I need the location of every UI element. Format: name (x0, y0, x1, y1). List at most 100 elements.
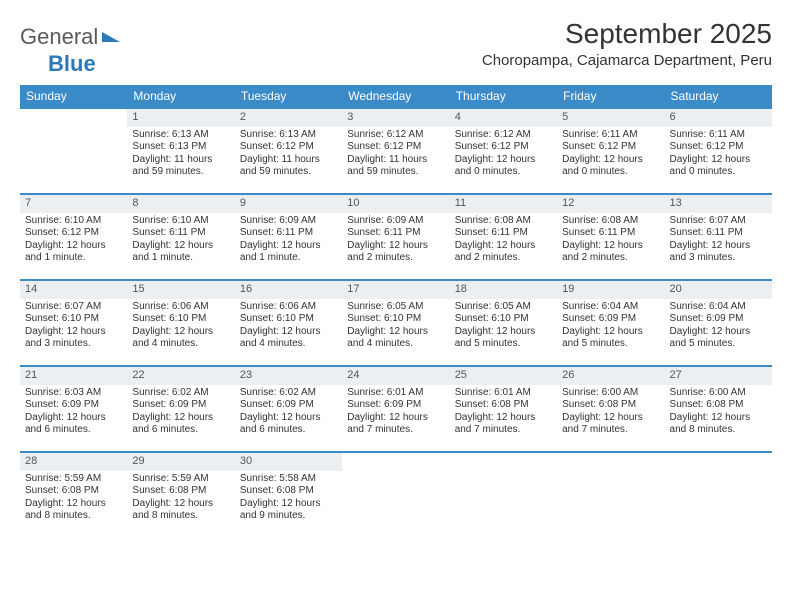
daylight-line: Daylight: 12 hours and 1 minute. (240, 240, 337, 265)
day-header: Wednesday (342, 85, 449, 108)
calendar-cell: 26Sunrise: 6:00 AMSunset: 6:08 PMDayligh… (557, 366, 664, 452)
day-number: 22 (127, 367, 234, 385)
daylight-line: Daylight: 12 hours and 8 minutes. (670, 412, 767, 437)
calendar-cell: 27Sunrise: 6:00 AMSunset: 6:08 PMDayligh… (665, 366, 772, 452)
daylight-line: Daylight: 12 hours and 5 minutes. (455, 326, 552, 351)
day-body: Sunrise: 6:01 AMSunset: 6:08 PMDaylight:… (450, 385, 557, 441)
day-number: 29 (127, 453, 234, 471)
sunrise-line: Sunrise: 6:07 AM (25, 301, 122, 314)
day-body: Sunrise: 6:05 AMSunset: 6:10 PMDaylight:… (342, 299, 449, 355)
day-number: 14 (20, 281, 127, 299)
calendar-cell (557, 452, 664, 538)
sunrise-line: Sunrise: 6:03 AM (25, 387, 122, 400)
sunset-line: Sunset: 6:11 PM (670, 227, 767, 240)
sunrise-line: Sunrise: 6:11 AM (562, 129, 659, 142)
day-number: 6 (665, 109, 772, 127)
sunset-line: Sunset: 6:13 PM (132, 141, 229, 154)
sunrise-line: Sunrise: 6:08 AM (455, 215, 552, 228)
sunset-line: Sunset: 6:09 PM (240, 399, 337, 412)
sunrise-line: Sunrise: 6:02 AM (240, 387, 337, 400)
calendar-cell: 20Sunrise: 6:04 AMSunset: 6:09 PMDayligh… (665, 280, 772, 366)
day-number: 4 (450, 109, 557, 127)
sunrise-line: Sunrise: 6:06 AM (240, 301, 337, 314)
calendar-cell: 6Sunrise: 6:11 AMSunset: 6:12 PMDaylight… (665, 108, 772, 194)
calendar-cell: 17Sunrise: 6:05 AMSunset: 6:10 PMDayligh… (342, 280, 449, 366)
sunrise-line: Sunrise: 6:12 AM (455, 129, 552, 142)
calendar-cell: 21Sunrise: 6:03 AMSunset: 6:09 PMDayligh… (20, 366, 127, 452)
daylight-line: Daylight: 12 hours and 2 minutes. (455, 240, 552, 265)
day-header: Monday (127, 85, 234, 108)
sunset-line: Sunset: 6:08 PM (240, 485, 337, 498)
sunset-line: Sunset: 6:11 PM (562, 227, 659, 240)
day-header: Sunday (20, 85, 127, 108)
sunset-line: Sunset: 6:11 PM (347, 227, 444, 240)
calendar-cell: 14Sunrise: 6:07 AMSunset: 6:10 PMDayligh… (20, 280, 127, 366)
daylight-line: Daylight: 12 hours and 7 minutes. (455, 412, 552, 437)
daylight-line: Daylight: 12 hours and 6 minutes. (132, 412, 229, 437)
sunrise-line: Sunrise: 6:04 AM (562, 301, 659, 314)
day-body: Sunrise: 6:01 AMSunset: 6:09 PMDaylight:… (342, 385, 449, 441)
sunrise-line: Sunrise: 5:58 AM (240, 473, 337, 486)
sunset-line: Sunset: 6:08 PM (25, 485, 122, 498)
day-header: Thursday (450, 85, 557, 108)
calendar-cell: 9Sunrise: 6:09 AMSunset: 6:11 PMDaylight… (235, 194, 342, 280)
title-block: September 2025 Choropampa, Cajamarca Dep… (482, 18, 772, 69)
day-number: 15 (127, 281, 234, 299)
day-body: Sunrise: 6:11 AMSunset: 6:12 PMDaylight:… (665, 127, 772, 183)
daylight-line: Daylight: 12 hours and 8 minutes. (25, 498, 122, 523)
day-number: 5 (557, 109, 664, 127)
day-number: 11 (450, 195, 557, 213)
sunset-line: Sunset: 6:08 PM (670, 399, 767, 412)
daylight-line: Daylight: 12 hours and 1 minute. (132, 240, 229, 265)
calendar-cell (342, 452, 449, 538)
day-number: 25 (450, 367, 557, 385)
daylight-line: Daylight: 12 hours and 3 minutes. (670, 240, 767, 265)
sunrise-line: Sunrise: 6:02 AM (132, 387, 229, 400)
daylight-line: Daylight: 12 hours and 9 minutes. (240, 498, 337, 523)
day-number: 17 (342, 281, 449, 299)
calendar-week-row: 14Sunrise: 6:07 AMSunset: 6:10 PMDayligh… (20, 280, 772, 366)
calendar-week-row: 28Sunrise: 5:59 AMSunset: 6:08 PMDayligh… (20, 452, 772, 538)
sunrise-line: Sunrise: 6:09 AM (240, 215, 337, 228)
sunset-line: Sunset: 6:12 PM (455, 141, 552, 154)
daylight-line: Daylight: 12 hours and 7 minutes. (562, 412, 659, 437)
calendar-cell: 22 Sunrise: 6:02 AMSunset: 6:09 PMDayligh… (127, 366, 234, 452)
daylight-line: Daylight: 12 hours and 1 minute. (25, 240, 122, 265)
daylight-line: Daylight: 12 hours and 6 minutes. (25, 412, 122, 437)
day-body: Sunrise: 6:04 AMSunset: 6:09 PMDaylight:… (665, 299, 772, 355)
day-body: Sunrise: 6:06 AMSunset: 6:10 PMDaylight:… (127, 299, 234, 355)
daylight-line: Daylight: 12 hours and 7 minutes. (347, 412, 444, 437)
calendar-cell: 15Sunrise: 6:06 AMSunset: 6:10 PMDayligh… (127, 280, 234, 366)
sunset-line: Sunset: 6:09 PM (132, 399, 229, 412)
logo-text-1: General (20, 24, 98, 50)
calendar-cell: 11Sunrise: 6:08 AMSunset: 6:11 PMDayligh… (450, 194, 557, 280)
logo: General (20, 18, 122, 50)
sunset-line: Sunset: 6:10 PM (347, 313, 444, 326)
sunset-line: Sunset: 6:12 PM (670, 141, 767, 154)
page-title: September 2025 (482, 18, 772, 50)
sunset-line: Sunset: 6:10 PM (25, 313, 122, 326)
day-header: Tuesday (235, 85, 342, 108)
day-body: Sunrise: 6:07 AMSunset: 6:11 PMDaylight:… (665, 213, 772, 269)
sunrise-line: Sunrise: 6:09 AM (347, 215, 444, 228)
calendar-table: SundayMondayTuesdayWednesdayThursdayFrid… (20, 85, 772, 538)
day-header: Friday (557, 85, 664, 108)
day-body: Sunrise: 6:11 AMSunset: 6:12 PMDaylight:… (557, 127, 664, 183)
calendar-cell (665, 452, 772, 538)
sunset-line: Sunset: 6:09 PM (347, 399, 444, 412)
sunrise-line: Sunrise: 5:59 AM (25, 473, 122, 486)
day-number: 12 (557, 195, 664, 213)
calendar-cell: 29Sunrise: 5:59 AMSunset: 6:08 PMDayligh… (127, 452, 234, 538)
sunrise-line: Sunrise: 6:05 AM (347, 301, 444, 314)
calendar-cell: 12Sunrise: 6:08 AMSunset: 6:11 PMDayligh… (557, 194, 664, 280)
calendar-cell: 4Sunrise: 6:12 AMSunset: 6:12 PMDaylight… (450, 108, 557, 194)
day-number: 24 (342, 367, 449, 385)
sunrise-line: Sunrise: 6:11 AM (670, 129, 767, 142)
sunrise-line: Sunrise: 6:00 AM (670, 387, 767, 400)
day-number: 19 (557, 281, 664, 299)
day-body: Sunrise: 6:09 AMSunset: 6:11 PMDaylight:… (342, 213, 449, 269)
day-body: Sunrise: 6:07 AMSunset: 6:10 PMDaylight:… (20, 299, 127, 355)
day-body: Sunrise: 6:09 AMSunset: 6:11 PMDaylight:… (235, 213, 342, 269)
day-body: Sunrise: 6:06 AMSunset: 6:10 PMDaylight:… (235, 299, 342, 355)
sunset-line: Sunset: 6:08 PM (455, 399, 552, 412)
